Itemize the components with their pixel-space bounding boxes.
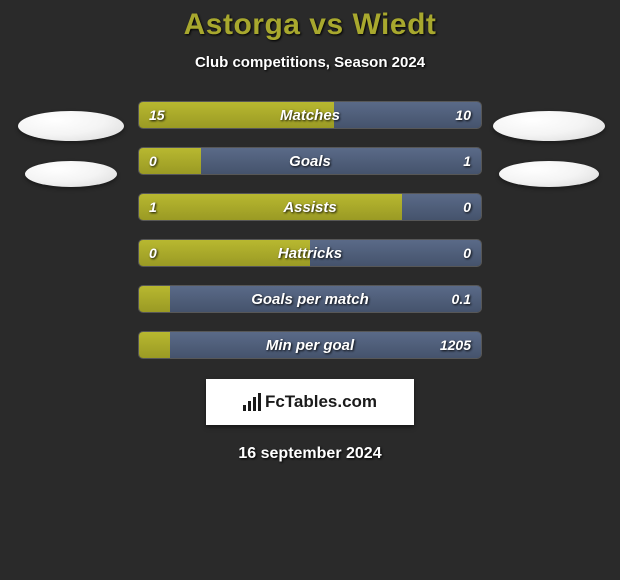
page-title: Astorga vs Wiedt bbox=[184, 8, 437, 42]
subtitle: Club competitions, Season 2024 bbox=[195, 54, 425, 71]
stat-bar-right-fill bbox=[310, 240, 481, 266]
left-player-avatar-1 bbox=[18, 111, 124, 141]
date-text: 16 september 2024 bbox=[238, 445, 381, 463]
stat-bar: Goals01 bbox=[138, 147, 482, 175]
brand-bars-icon bbox=[243, 393, 261, 411]
right-avatar-column bbox=[494, 101, 604, 187]
stat-bar: Assists10 bbox=[138, 193, 482, 221]
stat-bar-left-fill bbox=[139, 148, 201, 174]
right-player-avatar-2 bbox=[499, 161, 599, 187]
stat-bar: Matches1510 bbox=[138, 101, 482, 129]
stats-bars: Matches1510 Goals01 Assists10 Hattricks00 Go… bbox=[138, 101, 482, 359]
stat-bar: Hattricks00 bbox=[138, 239, 482, 267]
stat-bar-left-fill bbox=[139, 240, 310, 266]
stat-bar-right-fill bbox=[201, 148, 481, 174]
stat-bar-left-fill bbox=[139, 332, 170, 358]
stat-bar-left-fill bbox=[139, 286, 170, 312]
stat-bar-left-fill bbox=[139, 102, 334, 128]
stat-bar-left-fill bbox=[139, 194, 402, 220]
stat-bar-right-fill bbox=[170, 332, 481, 358]
left-avatar-column bbox=[16, 101, 126, 187]
comparison-area: Matches1510 Goals01 Assists10 Hattricks00 Go… bbox=[0, 101, 620, 359]
stat-bar: Goals per match0.1 bbox=[138, 285, 482, 313]
stat-bar: Min per goal1205 bbox=[138, 331, 482, 359]
stat-bar-right-fill bbox=[170, 286, 481, 312]
stat-bar-right-fill bbox=[402, 194, 481, 220]
right-player-avatar-1 bbox=[493, 111, 605, 141]
brand-box[interactable]: FcTables.com bbox=[206, 379, 414, 425]
stat-bar-right-fill bbox=[334, 102, 481, 128]
brand-text: FcTables.com bbox=[265, 392, 377, 412]
left-player-avatar-2 bbox=[25, 161, 117, 187]
